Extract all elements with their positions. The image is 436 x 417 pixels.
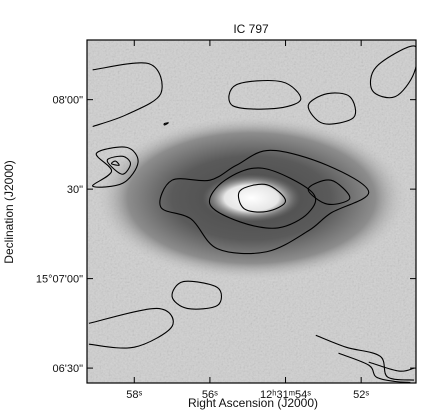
- y-axis-label: Declination (J2000): [2, 160, 16, 263]
- y-tick-label: 08'00": [53, 95, 84, 107]
- x-tick-label: 52ˢ: [353, 389, 369, 401]
- y-tick-label: 30": [67, 184, 83, 196]
- contour-c13: [88, 307, 174, 349]
- contour-c11: [237, 183, 287, 213]
- contour-c6: [92, 146, 139, 188]
- chart-title: IC 797: [233, 22, 269, 36]
- x-tick-label: 58ˢ: [126, 389, 142, 401]
- galaxy-core: [202, 174, 301, 222]
- contour-c5: [163, 122, 169, 126]
- x-tick-label: 12ʰ31ᵐ54ˢ: [260, 389, 311, 401]
- contour-c9: [159, 149, 370, 255]
- contour-c7: [106, 155, 132, 175]
- plot-frame: [86, 39, 417, 384]
- contour-c16: [338, 352, 411, 383]
- y-axis-ticks: 08'00" 30" 15°07'00" 06'30": [36, 95, 416, 375]
- x-axis-label: Right Ascension (J2000): [188, 396, 318, 410]
- contour-c17: [368, 361, 415, 372]
- y-tick-label: 06'30": [53, 363, 84, 375]
- x-tick-label: 56ˢ: [202, 389, 218, 401]
- contour-layer: [88, 45, 416, 383]
- contour-c15: [315, 334, 415, 381]
- contour-c14: [171, 280, 223, 310]
- plot-area: [87, 40, 416, 383]
- contour-c8: [110, 160, 120, 166]
- contour-c2: [228, 80, 302, 110]
- contour-c1: [92, 62, 163, 128]
- contour-c3: [307, 92, 357, 125]
- contour-c12: [307, 179, 351, 205]
- contour-c10: [208, 167, 317, 229]
- contour-c4: [369, 45, 416, 99]
- x-axis-ticks: 58ˢ 56ˢ 12ʰ31ᵐ54ˢ 52ˢ: [126, 40, 369, 401]
- y-tick-label: 15°07'00": [36, 274, 83, 286]
